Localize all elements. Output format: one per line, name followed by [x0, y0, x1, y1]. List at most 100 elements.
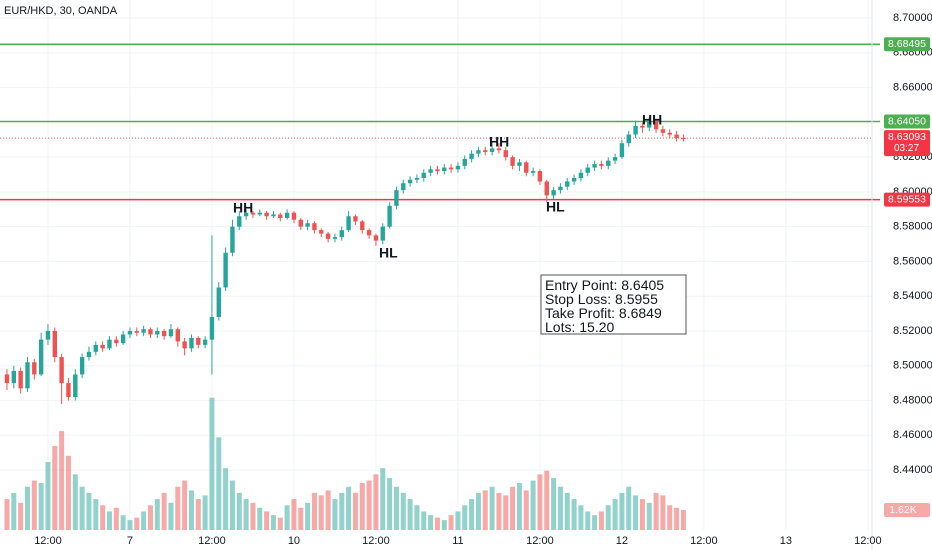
x-tick-label: 12:00 [362, 535, 390, 547]
chart-title: EUR/HKD, 30, OANDA [4, 5, 118, 17]
candle-body [312, 223, 317, 231]
volume-bar [270, 515, 276, 530]
volume-bar [510, 486, 516, 530]
volume-bar [598, 511, 604, 530]
info-box: Entry Point: 8.6405 Stop Loss: 8.5955 Ta… [540, 274, 687, 335]
candle-body [517, 162, 522, 166]
volume-bar [195, 499, 201, 530]
candle-body [148, 329, 153, 335]
y-tick-label: 8.52000 [893, 325, 932, 337]
volume-bar [202, 495, 208, 530]
volume-bar [612, 499, 618, 530]
x-tick-label: 12:00 [690, 535, 718, 547]
candle-body [79, 357, 85, 375]
candle-body [319, 230, 324, 234]
info-line: Lots: 15.20 [545, 319, 614, 335]
volume-bar [154, 499, 160, 530]
volume-bar [421, 511, 427, 530]
candle-body [291, 212, 297, 220]
volume-bar [284, 505, 290, 530]
candle-body [448, 167, 454, 170]
volume-bar [434, 517, 440, 530]
volume-bar [660, 495, 666, 530]
candle-body [59, 357, 64, 384]
grid [0, 0, 872, 530]
volume-bar [639, 499, 645, 530]
volume-bar [4, 499, 10, 530]
volume-bar [93, 499, 99, 530]
volume-bar [585, 511, 591, 530]
candle-body [667, 132, 672, 135]
volume-bar [407, 499, 413, 530]
level-tag [884, 114, 930, 129]
volume-bar [352, 492, 358, 530]
volume-bar [216, 437, 222, 530]
volume-bar [544, 470, 550, 530]
volume-bar [564, 492, 570, 530]
candle-body [612, 157, 618, 161]
volume-bar [236, 492, 242, 530]
volume-bar [428, 515, 434, 530]
volume-bar [503, 495, 509, 530]
candle-body [537, 171, 543, 182]
candle-body [284, 212, 290, 218]
candle-body [619, 143, 625, 158]
candle-body [257, 212, 262, 215]
candle-body [483, 150, 488, 152]
volume-bar [496, 492, 502, 530]
volume-bar [551, 478, 557, 530]
volume-bar [31, 480, 37, 530]
volume-bar [680, 509, 686, 530]
volume-bar [257, 507, 263, 530]
volume-bar [441, 520, 447, 530]
y-tick-label: 8.48000 [893, 394, 932, 406]
candle-body [161, 330, 167, 337]
volume-bar [318, 495, 324, 530]
volume-bar [86, 492, 92, 530]
volume-bar [45, 462, 51, 530]
candle-body [298, 219, 303, 227]
candle-body [394, 190, 399, 206]
level-tag-label: 8.59553 [888, 193, 926, 205]
candle-body [127, 330, 133, 335]
y-tick-label: 8.50000 [893, 360, 932, 372]
candle-body [571, 177, 577, 182]
countdown: 03:27 [894, 143, 919, 154]
volume-bar [134, 517, 140, 530]
volume-bar [571, 499, 577, 530]
volume-bar [380, 468, 386, 530]
candle-body [230, 226, 235, 253]
level-tag [884, 192, 930, 207]
level-tag [884, 37, 930, 52]
candle-body [674, 134, 679, 139]
candle-body [455, 165, 461, 170]
volume-tag [884, 502, 930, 517]
volume-bar [516, 483, 522, 530]
candle-body [11, 370, 17, 384]
x-tick-label: 12:00 [198, 535, 226, 547]
volume-bar [475, 492, 481, 530]
info-line: Entry Point: 8.6405 [545, 277, 664, 293]
candle-body [653, 120, 659, 130]
volume-bar [530, 480, 536, 530]
candle-body [73, 374, 78, 398]
candle-body [524, 162, 529, 173]
candle-body [606, 160, 611, 166]
candle-body [189, 337, 194, 349]
candle-body [278, 214, 283, 218]
volume-bar [592, 515, 598, 530]
volume-bar [79, 486, 85, 530]
volume-bar [462, 505, 468, 530]
level-tag-label: 8.64050 [888, 115, 926, 127]
annotation: HH [489, 134, 509, 150]
volume-bar [578, 505, 584, 530]
candle-body [503, 150, 508, 158]
candle-body [325, 233, 331, 239]
candle-body [496, 148, 502, 151]
volume-bar [414, 505, 420, 530]
candle-body [387, 205, 392, 227]
volume-bar [291, 499, 297, 530]
candle-body [346, 216, 351, 231]
volume-bar [264, 511, 270, 530]
candle-body [237, 216, 242, 227]
